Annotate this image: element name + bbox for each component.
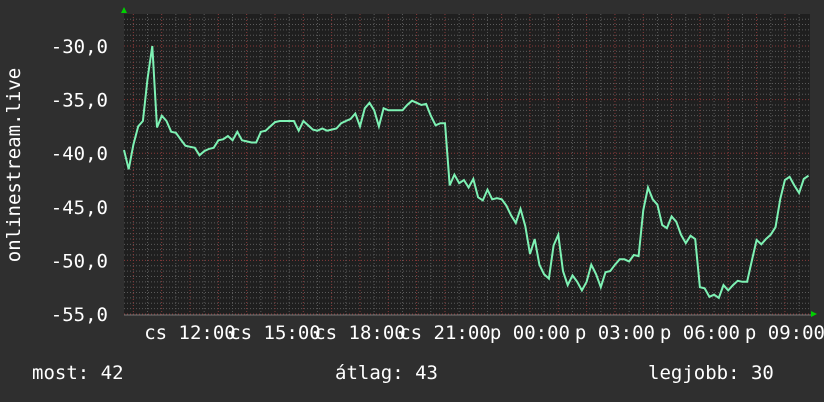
x-axis-arrow-icon xyxy=(811,311,817,317)
x-tick-label: p 06:00 xyxy=(660,322,740,344)
y-tick-label: -40,0 xyxy=(51,143,108,165)
x-tick-label: cs 21:00 xyxy=(399,322,491,344)
plot-area xyxy=(124,14,810,315)
y-axis-arrow-icon xyxy=(121,7,127,13)
y-axis-label: onlinestream.live xyxy=(3,68,25,262)
series-line xyxy=(123,45,810,300)
y-tick-label: -35,0 xyxy=(51,90,108,112)
x-tick-label: p 00:00 xyxy=(490,322,570,344)
y-axis: -30,0 -35,0 -40,0 -45,0 -50,0 -55,0 xyxy=(51,36,108,326)
x-tick-label: p 09:00 xyxy=(745,322,824,344)
x-tick-label: cs 15:00 xyxy=(229,322,321,344)
x-tick-label: cs 18:00 xyxy=(314,322,406,344)
legend-average: átlag: 43 xyxy=(335,362,438,384)
y-tick-label: -45,0 xyxy=(51,197,108,219)
y-tick-label: -55,0 xyxy=(51,304,108,326)
legend-maximum: legjobb: 30 xyxy=(648,362,774,384)
legend-current: most: 42 xyxy=(32,362,124,384)
x-tick-label: cs 12:00 xyxy=(144,322,236,344)
y-tick-label: -50,0 xyxy=(51,250,108,272)
y-tick-label: -30,0 xyxy=(51,36,108,58)
x-tick-label: p 03:00 xyxy=(575,322,655,344)
